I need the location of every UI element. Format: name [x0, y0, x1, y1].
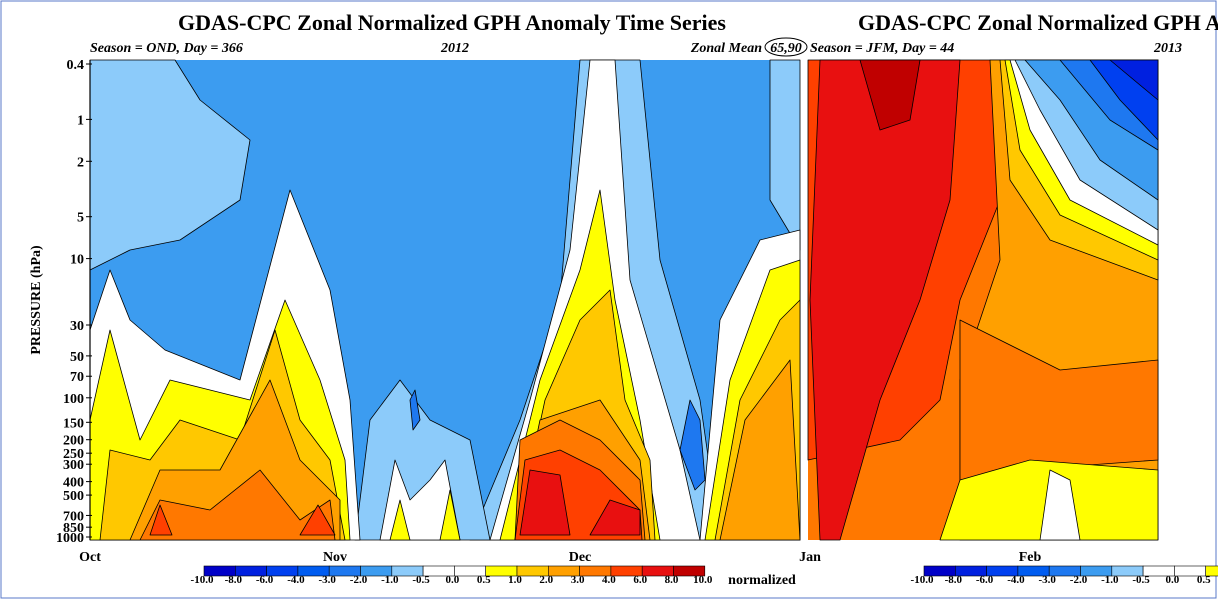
colorbar-label: -0.5 [412, 574, 430, 586]
colorbar-label: 3.0 [571, 574, 585, 586]
year: 2012 [440, 41, 469, 56]
x-tick-label: Feb [1019, 550, 1042, 565]
y-tick-label: 10 [70, 253, 84, 268]
colorbar-label: -4.0 [287, 574, 305, 586]
contour-region [439, 489, 461, 541]
colorbar-swatch [673, 565, 706, 577]
y-tick-label: 300 [63, 458, 84, 473]
contour-region [809, 59, 961, 541]
contour-region [89, 59, 251, 271]
x-tick-label: Dec [569, 550, 592, 565]
y-tick-label: 500 [63, 489, 84, 504]
colorbar-label: -6.0 [256, 574, 274, 586]
plot-area [89, 58, 1159, 542]
y-tick-label: 150 [63, 416, 84, 431]
colorbar-label: -10.0 [911, 574, 934, 586]
colorbar-label: -0.5 [1132, 574, 1150, 586]
colorbar-label: -2.0 [1070, 574, 1088, 586]
colorbar-unit: normalized [728, 573, 796, 588]
colorbar-label: 0.5 [1197, 574, 1211, 586]
y-axis-label: PRESSURE (hPa) [29, 245, 44, 355]
x-tick-label: Oct [79, 550, 101, 565]
x-tick-label: Jan [799, 550, 821, 565]
colorbar-label: 10.0 [693, 574, 713, 586]
contour-region [149, 504, 173, 536]
contour-region [859, 59, 921, 131]
colorbar-label: -4.0 [1007, 574, 1025, 586]
y-tick-label: 30 [70, 319, 84, 334]
colorbar-label: 0.0 [1166, 574, 1180, 586]
y-tick-label: 100 [63, 392, 84, 407]
y-tick-label: 1000 [56, 531, 84, 546]
colorbar-label: -1.0 [381, 574, 399, 586]
annotation: Zonal Mean [690, 41, 762, 56]
region: 65,90 [770, 41, 802, 56]
panel-divider [801, 58, 807, 542]
y-tick-label: 50 [70, 350, 84, 365]
colorbar-label: -2.0 [350, 574, 368, 586]
region-circle [764, 37, 808, 57]
contour-region [719, 359, 801, 541]
contour-region [589, 499, 641, 536]
chart-title: GDAS-CPC Zonal Normalized GPH Anomaly Ti… [178, 10, 726, 35]
colorbar-label: 6.0 [633, 574, 647, 586]
colorbar-label: 2.0 [539, 574, 553, 586]
x-tick-label: Nov [323, 550, 347, 565]
colorbar-label: 0.5 [477, 574, 491, 586]
season: Season = JFM, Day = 44 [810, 41, 954, 56]
colorbar-label: 4.0 [602, 574, 616, 586]
y-tick-label: 850 [63, 521, 84, 536]
colorbar-label: 0.0 [446, 574, 460, 586]
y-tick-label: 700 [63, 509, 84, 524]
colorbar-label: 1.0 [508, 574, 522, 586]
y-tick-label: 70 [70, 370, 84, 385]
year: 2013 [1153, 41, 1182, 56]
colorbar-label: -6.0 [976, 574, 994, 586]
season: Season = OND, Day = 366 [90, 41, 243, 56]
contour-region [389, 499, 411, 541]
y-tick-label: 1 [77, 113, 84, 128]
contour-region [1109, 59, 1159, 101]
contour-region [129, 379, 341, 541]
frame [0, 0, 1217, 599]
contour-region [679, 399, 706, 491]
colorbar-label: -1.0 [1101, 574, 1119, 586]
contour-region [519, 469, 571, 536]
y-tick-label: 5 [77, 211, 84, 226]
y-tick-label: 400 [63, 476, 84, 491]
y-tick-label: 200 [63, 434, 84, 449]
colorbar-label: -10.0 [191, 574, 214, 586]
colorbar-label: -8.0 [945, 574, 963, 586]
colorbar-label: -3.0 [1038, 574, 1056, 586]
colorbar-label: 8.0 [665, 574, 679, 586]
contour-region [299, 504, 336, 536]
y-tick-label: 0.4 [67, 58, 85, 73]
contour-region [409, 389, 421, 431]
y-tick-label: 2 [77, 155, 84, 170]
colorbar-label: -8.0 [225, 574, 243, 586]
chart-title: GDAS-CPC Zonal Normalized GPH Anomaly Ti… [858, 10, 1218, 35]
y-tick-label: 250 [63, 447, 84, 462]
contour-region [1039, 469, 1081, 541]
colorbar-label: -3.0 [318, 574, 336, 586]
colorbar-swatch [1205, 565, 1218, 577]
